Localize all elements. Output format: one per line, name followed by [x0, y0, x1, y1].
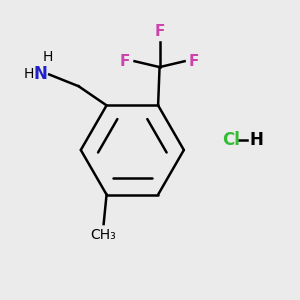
- Text: H: H: [23, 68, 34, 82]
- Text: Cl: Cl: [222, 131, 240, 149]
- Text: H: H: [249, 131, 263, 149]
- Text: N: N: [34, 65, 48, 83]
- Text: H: H: [43, 50, 53, 64]
- Text: F: F: [189, 54, 200, 69]
- Text: F: F: [154, 24, 165, 39]
- Text: CH₃: CH₃: [91, 229, 116, 242]
- Text: F: F: [120, 54, 130, 69]
